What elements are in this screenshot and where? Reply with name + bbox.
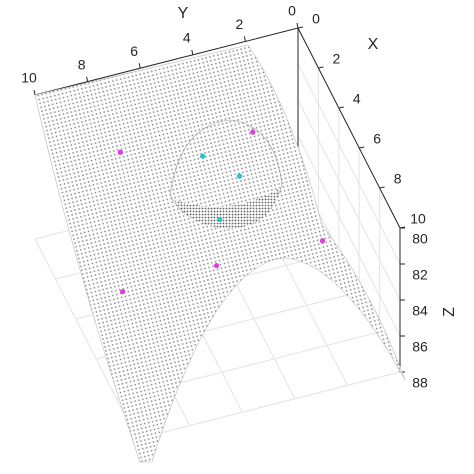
z-tick-label: 80	[412, 231, 428, 247]
y-tick-label: 4	[183, 30, 191, 46]
point	[250, 129, 256, 135]
surface-hole-shadow	[175, 188, 280, 229]
grid-line	[34, 238, 138, 440]
tick-mark	[296, 22, 299, 29]
point	[236, 173, 243, 179]
tick-mark	[33, 89, 36, 96]
point	[200, 153, 206, 159]
y-tick-label: 0	[288, 3, 296, 19]
axes-box	[33, 22, 406, 373]
y-axis-label: Y	[178, 5, 189, 22]
grid-line	[297, 135, 401, 337]
tick-mark	[338, 106, 344, 109]
grid-line	[297, 63, 401, 265]
z-tick-label: 88	[412, 375, 428, 391]
point	[319, 238, 326, 244]
x-tick-label: 10	[410, 211, 426, 227]
x-tick-label: 6	[373, 131, 381, 147]
x-axis-label: X	[368, 36, 379, 53]
z-axis-label: Z	[441, 307, 458, 317]
y-tick-label: 2	[236, 16, 244, 32]
tick-mark	[359, 146, 365, 149]
tick-mark	[86, 76, 89, 82]
x-tick-label: 8	[394, 171, 402, 187]
z-tick-label: 82	[412, 267, 428, 283]
point	[217, 216, 223, 223]
y-tick-label: 8	[78, 56, 86, 72]
axis-line	[297, 27, 401, 229]
point	[117, 149, 123, 155]
x-tick-label: 0	[312, 11, 320, 27]
axis-line	[34, 27, 299, 96]
tick-mark	[243, 36, 246, 42]
y-tick-label: 6	[130, 43, 138, 59]
y-tick-label: 10	[21, 70, 37, 86]
tick-mark	[379, 186, 385, 189]
surface	[34, 44, 406, 463]
points	[117, 129, 326, 295]
grid-line	[297, 99, 401, 301]
tick-mark	[191, 49, 194, 55]
tick-mark	[297, 26, 304, 29]
tick-mark	[138, 63, 141, 69]
tick-mark	[318, 66, 324, 69]
point	[120, 289, 126, 295]
x-tick-label: 4	[353, 91, 361, 107]
grid-line	[136, 371, 401, 440]
x-tick-label: 2	[333, 51, 341, 67]
point	[213, 262, 220, 269]
z-tick-label: 84	[412, 303, 428, 319]
z-tick-label: 86	[412, 339, 428, 355]
